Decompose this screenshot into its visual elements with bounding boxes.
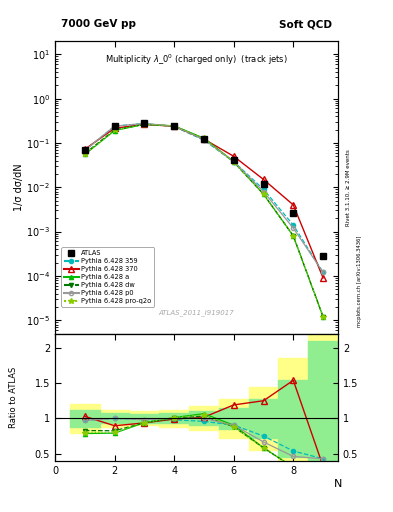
Y-axis label: Rivet 3.1.10, ≥ 2.9M events: Rivet 3.1.10, ≥ 2.9M events: [345, 149, 351, 226]
Text: Multiplicity $\lambda\_0^0$ (charged only)  (track jets): Multiplicity $\lambda\_0^0$ (charged onl…: [105, 53, 288, 67]
Text: 7000 GeV pp: 7000 GeV pp: [61, 19, 136, 29]
Y-axis label: 1/σ dσ/dN: 1/σ dσ/dN: [14, 163, 24, 211]
Text: ATLAS_2011_I919017: ATLAS_2011_I919017: [159, 309, 234, 316]
X-axis label: N: N: [334, 479, 342, 488]
Text: mcplots.cern.ch [arXiv:1306.3436]: mcplots.cern.ch [arXiv:1306.3436]: [357, 236, 362, 327]
Y-axis label: Ratio to ATLAS: Ratio to ATLAS: [9, 367, 18, 428]
Legend: ATLAS, Pythia 6.428 359, Pythia 6.428 370, Pythia 6.428 a, Pythia 6.428 dw, Pyth: ATLAS, Pythia 6.428 359, Pythia 6.428 37…: [61, 247, 154, 307]
Text: Soft QCD: Soft QCD: [279, 19, 332, 29]
